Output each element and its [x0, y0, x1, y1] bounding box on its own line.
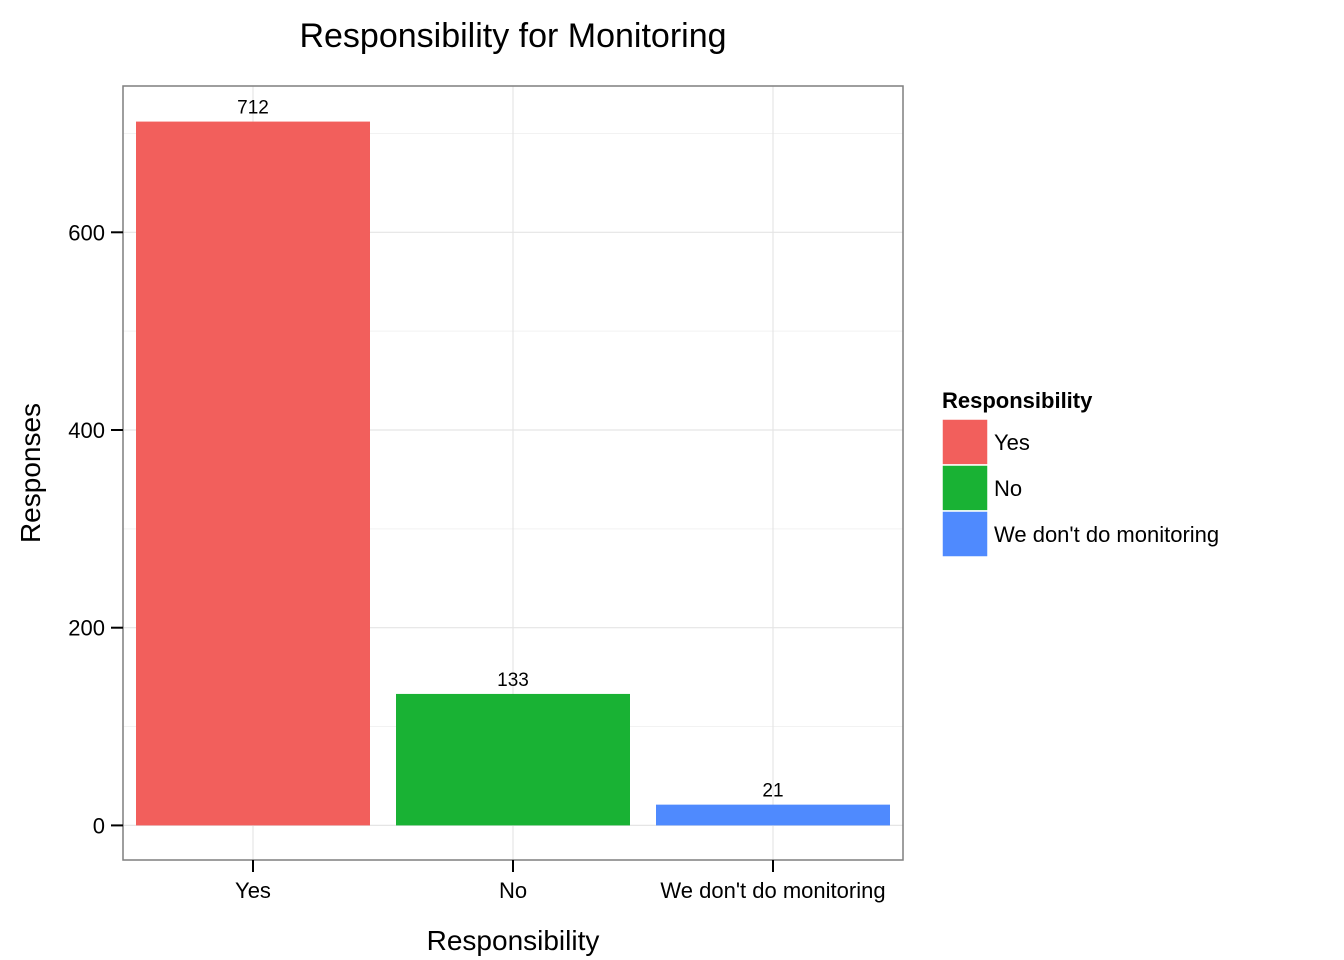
bar-data-label: 712 — [237, 98, 269, 119]
bar-data-label: 21 — [762, 781, 783, 802]
bars — [136, 121, 890, 826]
legend-label: We don't do monitoring — [994, 522, 1219, 547]
bar — [396, 693, 630, 826]
y-axis: 0 200 400 600 — [68, 220, 123, 838]
legend-swatch — [941, 510, 989, 558]
legend-label: Yes — [994, 430, 1030, 455]
plot-area: 712 133 21 — [122, 85, 904, 861]
y-axis-title: Responses — [15, 403, 46, 543]
legend-items: Yes No We don't do monitoring — [941, 418, 1219, 558]
y-tick-label: 400 — [68, 418, 105, 443]
x-tick-label: We don't do monitoring — [660, 878, 885, 903]
bar — [656, 804, 890, 826]
x-axis: Yes No We don't do monitoring — [235, 860, 886, 903]
legend: Responsibility Yes No We don't do monitori… — [941, 388, 1219, 558]
legend-label: No — [994, 476, 1022, 501]
y-tick-label: 200 — [68, 616, 105, 641]
legend-title: Responsibility — [942, 388, 1093, 413]
bar-data-label: 133 — [497, 670, 529, 691]
chart-title: Responsibility for Monitoring — [299, 17, 726, 55]
y-tick-label: 0 — [93, 813, 105, 838]
y-tick-label: 600 — [68, 220, 105, 245]
x-tick-label: No — [499, 878, 527, 903]
legend-swatch — [941, 464, 989, 512]
legend-swatch — [941, 418, 989, 466]
bar — [136, 121, 370, 826]
x-tick-label: Yes — [235, 878, 271, 903]
x-axis-title: Responsibility — [427, 925, 600, 956]
bar-data-labels: 712 133 21 — [237, 98, 783, 802]
